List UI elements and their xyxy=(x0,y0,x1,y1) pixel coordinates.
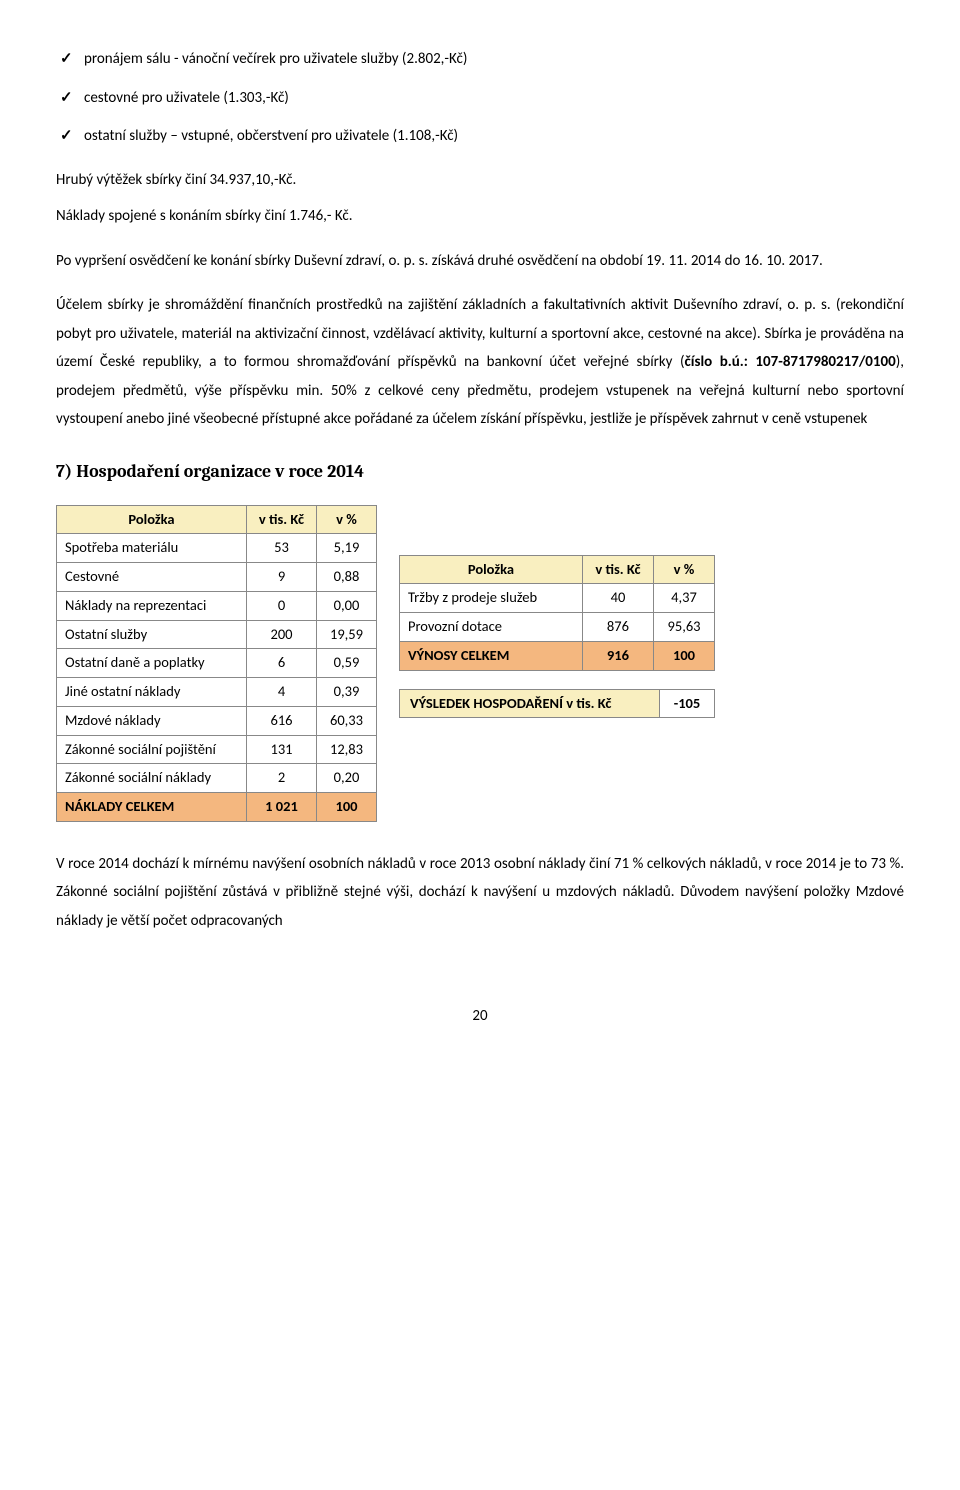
bullet-list: pronájem sálu - vánoční večírek pro uživ… xyxy=(56,48,904,148)
table-row: Zákonné sociální pojištění13112,83 xyxy=(57,735,377,764)
row-value: 5,19 xyxy=(317,534,377,563)
table-row: Cestovné90,88 xyxy=(57,563,377,592)
row-value: 616 xyxy=(247,706,317,735)
table-total-row: VÝNOSY CELKEM 916 100 xyxy=(400,641,715,670)
col-header: v % xyxy=(654,555,715,584)
row-label: Náklady na reprezentaci xyxy=(57,591,247,620)
row-label: Provozní dotace xyxy=(400,613,583,642)
expenses-table: Položka v tis. Kč v % Spotřeba materiálu… xyxy=(56,505,377,822)
table-total-row: NÁKLADY CELKEM 1 021 100 xyxy=(57,793,377,822)
col-header: Položka xyxy=(57,505,247,534)
row-value: 6 xyxy=(247,649,317,678)
total-value: 100 xyxy=(654,641,715,670)
row-value: 876 xyxy=(582,613,653,642)
row-value: 0 xyxy=(247,591,317,620)
row-value: 0,88 xyxy=(317,563,377,592)
tables-container: Položka v tis. Kč v % Spotřeba materiálu… xyxy=(56,505,904,822)
row-value: 0,59 xyxy=(317,649,377,678)
row-label: Tržby z prodeje služeb xyxy=(400,584,583,613)
row-value: 12,83 xyxy=(317,735,377,764)
bullet-item: cestovné pro uživatele (1.303,-Kč) xyxy=(84,87,904,110)
result-table: VÝSLEDEK HOSPODAŘENÍ v tis. Kč -105 xyxy=(399,689,715,719)
section-heading: 7) Hospodaření organizace v roce 2014 xyxy=(56,458,904,485)
row-label: Ostatní služby xyxy=(57,620,247,649)
table-row: Jiné ostatní náklady40,39 xyxy=(57,678,377,707)
total-value: 916 xyxy=(582,641,653,670)
row-value: 0,39 xyxy=(317,678,377,707)
table-header-row: Položka v tis. Kč v % xyxy=(400,555,715,584)
revenue-table: Položka v tis. Kč v % Tržby z prodeje sl… xyxy=(399,555,715,671)
row-value: 60,33 xyxy=(317,706,377,735)
row-label: Cestovné xyxy=(57,563,247,592)
account-number: číslo b.ú.: 107-8717980217/0100 xyxy=(685,353,896,371)
bullet-item: ostatní služby – vstupné, občerstvení pr… xyxy=(84,125,904,148)
bottom-paragraph: V roce 2014 dochází k mírnému navýšení o… xyxy=(56,850,904,936)
row-label: Zákonné sociální pojištění xyxy=(57,735,247,764)
col-header: v % xyxy=(317,505,377,534)
row-value: 19,59 xyxy=(317,620,377,649)
row-value: 131 xyxy=(247,735,317,764)
text-line: Po vypršení osvědčení ke konání sbírky D… xyxy=(56,247,904,276)
table-row: Zákonné sociální náklady20,20 xyxy=(57,764,377,793)
page-number: 20 xyxy=(56,1005,904,1028)
col-header: Položka xyxy=(400,555,583,584)
text-line: Hrubý výtěžek sbírky činí 34.937,10,-Kč. xyxy=(56,166,904,195)
row-label: Mzdové náklady xyxy=(57,706,247,735)
row-value: 4,37 xyxy=(654,584,715,613)
row-value: 95,63 xyxy=(654,613,715,642)
row-value: 0,00 xyxy=(317,591,377,620)
row-value: 9 xyxy=(247,563,317,592)
table-row: Tržby z prodeje služeb404,37 xyxy=(400,584,715,613)
main-paragraph: Účelem sbírky je shromáždění finančních … xyxy=(56,291,904,434)
table-row: Náklady na reprezentaci00,00 xyxy=(57,591,377,620)
total-label: VÝNOSY CELKEM xyxy=(400,641,583,670)
total-label: NÁKLADY CELKEM xyxy=(57,793,247,822)
result-label: VÝSLEDEK HOSPODAŘENÍ v tis. Kč xyxy=(400,689,660,718)
total-value: 100 xyxy=(317,793,377,822)
row-label: Spotřeba materiálu xyxy=(57,534,247,563)
table-row: Ostatní daně a poplatky60,59 xyxy=(57,649,377,678)
table-header-row: Položka v tis. Kč v % xyxy=(57,505,377,534)
col-header: v tis. Kč xyxy=(247,505,317,534)
row-value: 2 xyxy=(247,764,317,793)
row-value: 40 xyxy=(582,584,653,613)
row-label: Zákonné sociální náklady xyxy=(57,764,247,793)
table-row: Ostatní služby20019,59 xyxy=(57,620,377,649)
row-value: 4 xyxy=(247,678,317,707)
total-value: 1 021 xyxy=(247,793,317,822)
row-value: 53 xyxy=(247,534,317,563)
text-line: Náklady spojené s konáním sbírky činí 1.… xyxy=(56,202,904,231)
row-value: 200 xyxy=(247,620,317,649)
result-value: -105 xyxy=(660,689,715,718)
bullet-item: pronájem sálu - vánoční večírek pro uživ… xyxy=(84,48,904,71)
table-row: Mzdové náklady61660,33 xyxy=(57,706,377,735)
col-header: v tis. Kč xyxy=(582,555,653,584)
right-column: Položka v tis. Kč v % Tržby z prodeje sl… xyxy=(399,555,715,719)
result-row: VÝSLEDEK HOSPODAŘENÍ v tis. Kč -105 xyxy=(400,689,715,718)
table-row: Provozní dotace87695,63 xyxy=(400,613,715,642)
row-label: Jiné ostatní náklady xyxy=(57,678,247,707)
row-value: 0,20 xyxy=(317,764,377,793)
table-row: Spotřeba materiálu535,19 xyxy=(57,534,377,563)
row-label: Ostatní daně a poplatky xyxy=(57,649,247,678)
